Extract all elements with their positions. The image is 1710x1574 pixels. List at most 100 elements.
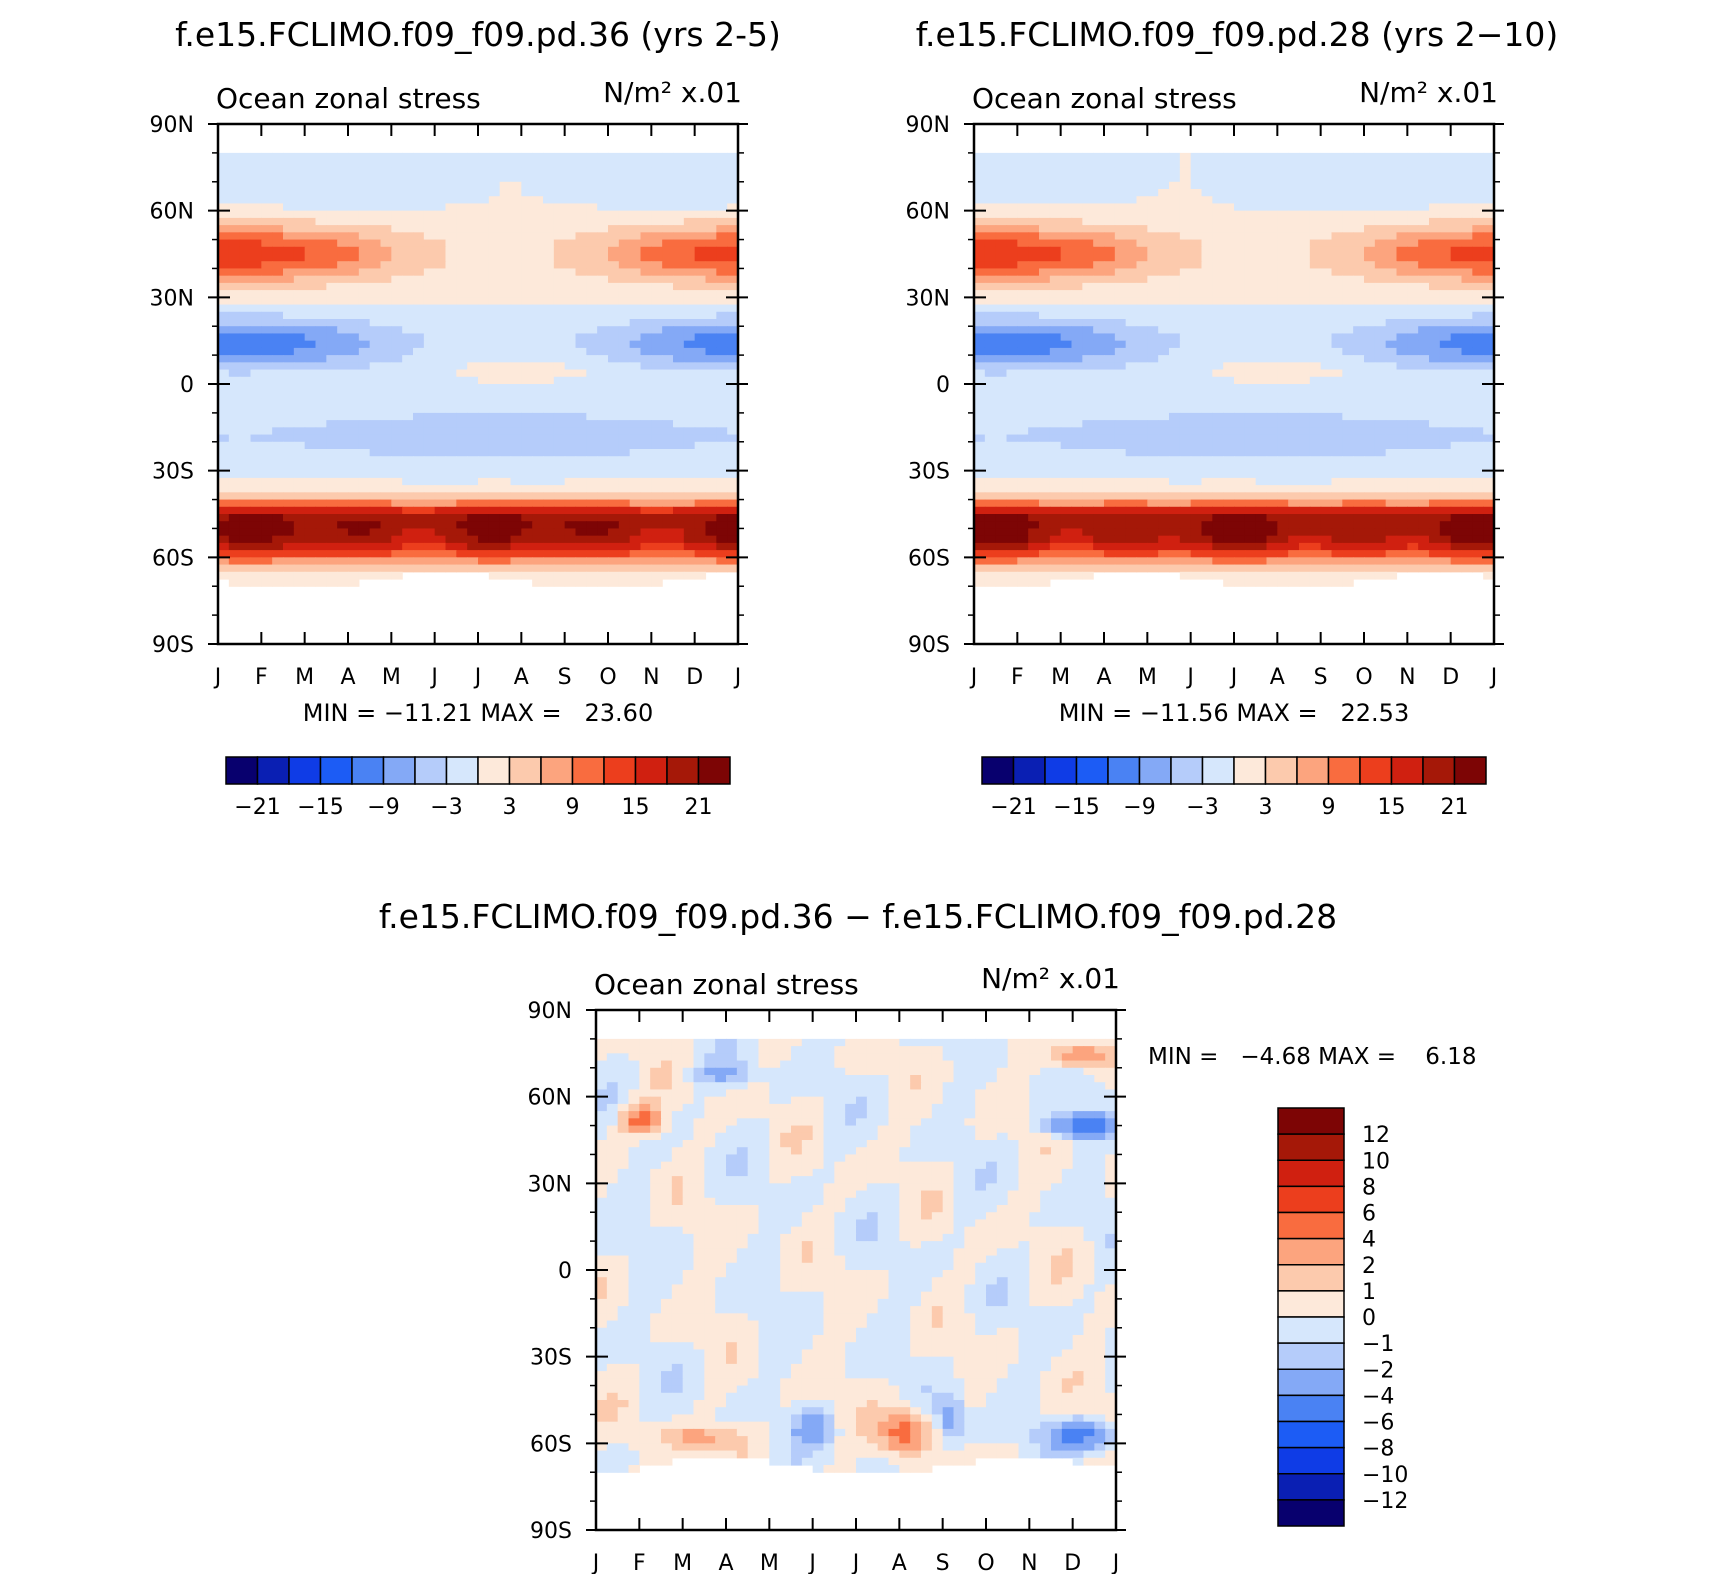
- field-cell: [228, 210, 241, 219]
- field-cell: [1418, 167, 1430, 176]
- field-cell: [597, 449, 609, 457]
- field-cell: [467, 463, 479, 472]
- field-cell: [456, 225, 468, 233]
- field-cell: [694, 557, 707, 566]
- field-cell: [1223, 405, 1235, 414]
- field-cell: [564, 239, 577, 248]
- field-cell: [369, 152, 382, 161]
- field-cell: [478, 384, 490, 392]
- field-cell: [1190, 376, 1203, 385]
- field-cell: [358, 535, 371, 544]
- field-cell: [337, 470, 349, 479]
- field-cell: [1288, 319, 1300, 327]
- field-cell: [1277, 290, 1289, 298]
- field-cell: [1450, 384, 1463, 392]
- field-cell: [228, 434, 241, 443]
- field-cell: [543, 297, 555, 306]
- field-cell: [1461, 210, 1473, 219]
- field-cell: [1255, 391, 1268, 400]
- field-cell: [705, 246, 717, 255]
- field-cell: [218, 167, 230, 176]
- field-cell: [218, 297, 230, 306]
- field-cell: [1093, 290, 1105, 298]
- field-cell: [369, 405, 382, 414]
- field-cell: [1396, 225, 1408, 233]
- field-cell: [1147, 369, 1159, 378]
- field-cell: [727, 405, 738, 414]
- field-cell: [575, 542, 587, 551]
- field-cell: [1309, 290, 1322, 298]
- field-cell: [413, 232, 425, 241]
- field-cell: [218, 282, 230, 291]
- field-cell: [618, 571, 631, 580]
- field-cell: [272, 427, 284, 436]
- field-cell: [1385, 203, 1398, 212]
- field-cell: [478, 282, 490, 291]
- field-cell: [337, 174, 349, 183]
- field-cell: [716, 557, 728, 566]
- field-cell: [272, 579, 284, 587]
- field-cell: [510, 470, 522, 479]
- field-cell: [629, 246, 642, 255]
- field-cell: [218, 217, 230, 226]
- field-cell: [1472, 174, 1484, 183]
- field-cell: [564, 340, 577, 349]
- field-cell: [673, 268, 685, 277]
- field-cell: [445, 434, 457, 443]
- field-cell: [597, 232, 609, 241]
- field-cell: [348, 492, 360, 501]
- field-cell: [315, 232, 327, 241]
- field-cell: [618, 355, 631, 363]
- field-cell: [1342, 405, 1354, 414]
- field-cell: [488, 384, 501, 392]
- field-cell: [1212, 311, 1224, 320]
- field-cell: [727, 326, 738, 335]
- field-cell: [467, 210, 479, 219]
- field-cell: [575, 174, 587, 183]
- field-cell: [1136, 398, 1148, 407]
- field-cell: [272, 571, 284, 580]
- field-cell: [1125, 319, 1138, 327]
- field-cell: [293, 528, 306, 537]
- field-cell: [1093, 347, 1105, 356]
- field-cell: [1342, 384, 1354, 392]
- field-cell: [304, 217, 317, 226]
- field-cell: [1418, 275, 1430, 284]
- field-cell: [1082, 405, 1094, 414]
- field-cell: [250, 412, 262, 421]
- field-cell: [239, 311, 252, 320]
- field-cell: [1244, 203, 1257, 212]
- field-cell: [1071, 333, 1083, 342]
- field-cell: [1353, 340, 1365, 349]
- field-cell: [1082, 254, 1094, 262]
- field-cell: [1439, 441, 1452, 450]
- field-cell: [250, 384, 262, 392]
- field-cell: [1147, 152, 1159, 161]
- field-cell: [293, 196, 306, 205]
- field-cell: [315, 557, 327, 566]
- field-cell: [1071, 282, 1083, 291]
- field-cell: [597, 463, 609, 472]
- field-cell: [456, 514, 468, 522]
- field-cell: [510, 427, 522, 436]
- field-cell: [662, 304, 674, 313]
- field-cell: [1342, 232, 1354, 241]
- field-cell: [1277, 181, 1289, 190]
- field-cell: [1299, 210, 1311, 219]
- field-cell: [521, 405, 533, 414]
- field-cell: [1396, 174, 1408, 183]
- field-cell: [683, 463, 696, 472]
- field-cell: [1320, 189, 1333, 197]
- field-cell: [445, 499, 457, 508]
- field-cell: [250, 239, 262, 248]
- field-cell: [1017, 181, 1029, 190]
- field-cell: [586, 477, 598, 486]
- field-cell: [1201, 196, 1213, 205]
- field-cell: [521, 217, 533, 226]
- field-cell: [1049, 326, 1062, 335]
- field-cell: [1331, 232, 1343, 241]
- field-cell: [434, 485, 447, 493]
- field-cell: [1169, 405, 1181, 414]
- field-cell: [337, 384, 349, 392]
- field-cell: [1093, 246, 1105, 255]
